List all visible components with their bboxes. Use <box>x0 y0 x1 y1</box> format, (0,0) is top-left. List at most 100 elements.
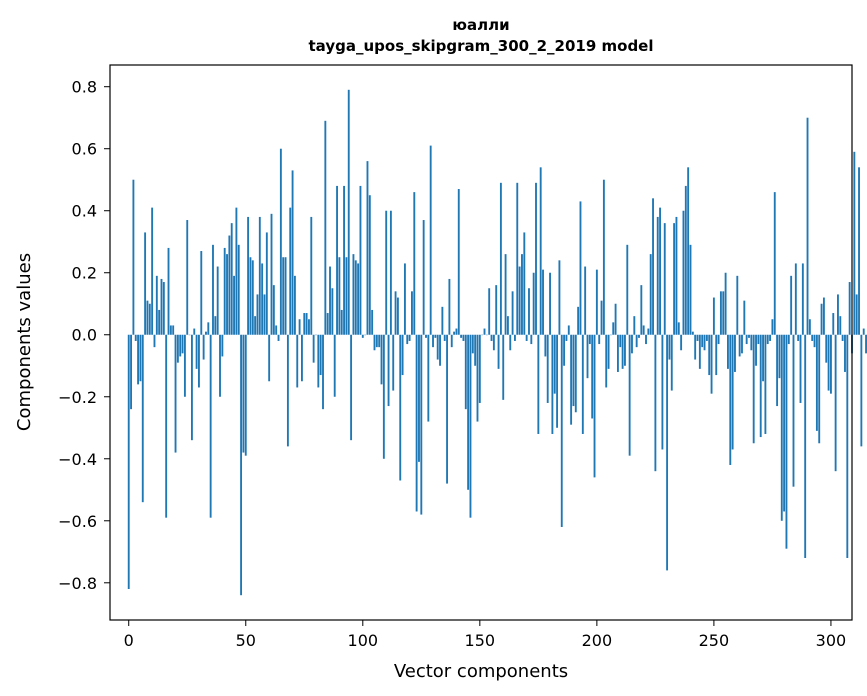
bar <box>209 334 212 518</box>
bar <box>336 185 338 335</box>
bar <box>373 334 376 351</box>
bar <box>366 161 369 335</box>
bar <box>137 334 140 385</box>
bar <box>345 257 348 335</box>
bar <box>764 334 767 434</box>
bar <box>647 328 650 335</box>
bar <box>757 334 760 345</box>
bar <box>139 334 142 382</box>
bar <box>183 334 186 397</box>
bar <box>780 334 783 521</box>
bar <box>382 334 385 459</box>
bar <box>371 309 374 335</box>
bar <box>361 334 364 338</box>
bar <box>799 334 802 403</box>
bar <box>291 170 294 335</box>
bar <box>595 269 598 335</box>
bar <box>343 185 345 335</box>
bar <box>769 334 772 341</box>
bar <box>776 334 779 407</box>
bar <box>172 325 175 335</box>
y-tick-label: −0.8 <box>58 574 97 593</box>
bar <box>305 313 308 335</box>
bar <box>705 334 708 341</box>
bar <box>694 334 697 360</box>
bar <box>537 334 540 434</box>
bar <box>141 334 144 503</box>
y-axis-label: Components values <box>14 253 35 431</box>
bar <box>167 247 170 335</box>
bar <box>577 306 580 335</box>
bar <box>389 210 392 335</box>
y-tick-label: 0.8 <box>72 78 97 97</box>
bar <box>247 216 250 335</box>
bar <box>446 334 448 484</box>
bar <box>190 334 193 441</box>
bar <box>212 244 214 335</box>
bar <box>673 223 676 335</box>
bar <box>329 266 331 335</box>
bar <box>544 334 547 357</box>
bar <box>696 334 699 341</box>
bar <box>502 334 505 400</box>
bar <box>518 266 521 335</box>
bar <box>202 334 205 360</box>
bar <box>478 334 481 403</box>
bar <box>324 120 327 335</box>
bar <box>333 334 336 397</box>
bar <box>645 334 647 345</box>
bar <box>792 334 795 487</box>
bar <box>607 334 610 369</box>
bar <box>804 334 807 558</box>
bar <box>368 195 371 335</box>
bar <box>298 319 301 335</box>
bars-group <box>127 89 867 596</box>
bar <box>457 189 460 335</box>
bar <box>340 309 343 335</box>
bar <box>198 334 200 388</box>
bar <box>654 334 657 472</box>
bar <box>254 316 257 335</box>
bar <box>284 257 287 335</box>
bar <box>200 251 203 335</box>
bar <box>715 334 718 376</box>
bar <box>586 334 589 379</box>
bar <box>293 275 296 335</box>
bar <box>860 334 863 447</box>
bar <box>483 328 486 335</box>
bar <box>825 334 828 363</box>
bar <box>822 297 825 335</box>
bar <box>425 334 427 338</box>
bar <box>631 334 633 354</box>
bar <box>127 334 130 589</box>
bar <box>839 316 842 335</box>
bar <box>286 334 289 447</box>
bar <box>242 334 245 453</box>
bar <box>256 294 259 335</box>
bar <box>205 331 207 335</box>
bar <box>549 272 551 335</box>
bar <box>181 334 184 354</box>
bar <box>556 334 559 428</box>
bar <box>443 334 446 341</box>
bar <box>535 182 537 335</box>
bar <box>303 313 306 335</box>
bar <box>226 254 228 335</box>
bar <box>235 207 238 335</box>
bar <box>261 263 264 335</box>
bar <box>811 334 814 341</box>
bar <box>766 334 769 345</box>
bar <box>228 235 231 335</box>
bar <box>808 319 811 335</box>
bar <box>427 334 430 422</box>
chart-title: юалли <box>452 16 509 34</box>
bar <box>783 334 786 512</box>
bar <box>432 334 434 348</box>
bar <box>146 300 149 335</box>
bar <box>727 334 729 369</box>
bar <box>734 334 736 372</box>
bar <box>434 334 437 338</box>
bar <box>745 334 748 345</box>
bar <box>698 334 701 369</box>
